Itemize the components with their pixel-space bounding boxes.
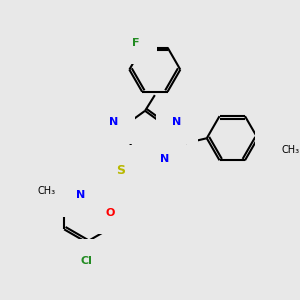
Text: S: S [116,164,125,177]
Text: H: H [71,190,78,200]
Text: CH₃: CH₃ [282,145,300,155]
Text: CH₃: CH₃ [38,186,56,196]
Text: N: N [109,117,118,127]
Text: O: O [105,208,115,218]
Text: O: O [272,133,281,143]
Text: N: N [172,117,182,127]
Text: N: N [160,154,169,164]
Text: Cl: Cl [80,256,92,266]
Text: F: F [133,38,140,48]
Text: N: N [76,190,85,200]
